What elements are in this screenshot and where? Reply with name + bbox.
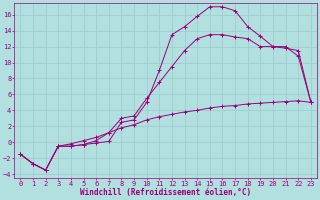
X-axis label: Windchill (Refroidissement éolien,°C): Windchill (Refroidissement éolien,°C) bbox=[80, 188, 251, 197]
